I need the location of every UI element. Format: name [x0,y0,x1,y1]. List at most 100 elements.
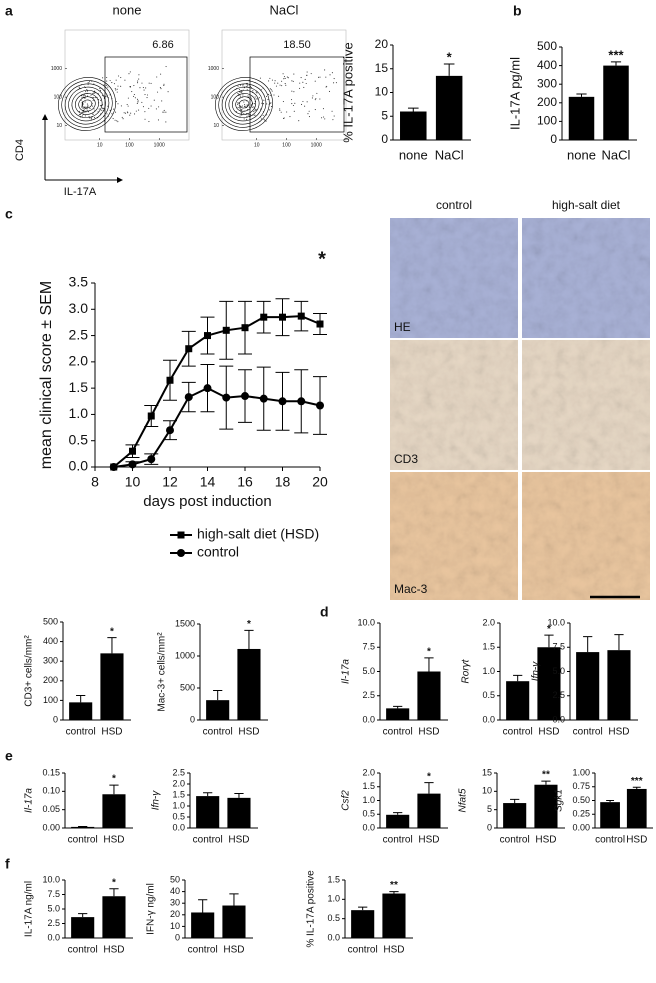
y-tick-label: 3.5 [69,274,89,290]
line [113,315,321,468]
flow-dot [92,105,94,107]
flow-dot [141,82,143,84]
x-tick-label: HSD [228,835,249,846]
flow-dot [287,77,289,79]
marker [129,447,136,455]
flow-dot [282,73,284,75]
error-bar [610,61,622,66]
flow-gate [104,56,188,133]
flow-dot [270,89,272,91]
flow-dot [279,108,281,110]
x-tick-label: NaCl [602,147,631,162]
flow-dot [314,99,316,101]
x-tick-label: control [188,945,218,956]
flow-dot [298,120,300,122]
flow-dot [239,91,241,93]
y-axis-label: Nfat5 [458,788,469,812]
x-tick-label: control [503,727,533,738]
marker [241,392,249,401]
flow-dot [85,91,87,93]
error-bar [606,800,615,803]
x-tick-label: none [567,147,596,162]
bar [100,653,124,720]
error-bar [244,629,254,649]
x-tick-label: control [383,835,413,846]
flow-dot [268,80,270,82]
flow-dot [274,82,276,84]
y-axis-label: IFN-γ ng/ml [146,883,157,935]
x-axis-label: days post induction [143,493,271,510]
x-tick-label: HSD [538,727,559,738]
x-tick-label: HSD [103,945,124,956]
error-bar [407,107,419,112]
flow-dot [139,87,141,89]
flow-dot [266,114,268,116]
flow-dot [248,106,250,108]
error-bar [234,792,244,798]
x-tick-label: HSD [418,835,439,846]
bar [196,796,220,828]
flow-contour [61,80,113,128]
error-bar [78,913,88,918]
flow-dot [98,108,100,110]
flow-dot [114,119,116,121]
y-tick-label: 0.10 [42,786,60,796]
flow-dot [148,82,150,84]
y-axis-label: % IL-17A positive [306,870,317,948]
histology-texture [522,218,650,338]
y-axis-label: Ifn-γ [151,790,162,810]
flow-dot [101,109,103,111]
flow-dot [325,76,327,78]
y-axis-label: IL-17A ng/ml [24,881,35,937]
flow-dot [84,115,86,117]
flow-dot [85,111,87,113]
flow-dot [258,97,260,99]
flow-dot [135,110,137,112]
error-bar [614,634,624,651]
legend-label: control [197,544,239,560]
flow-dot [286,111,288,113]
error-bar [229,893,239,906]
flow-dot [102,107,104,109]
flow-dot [78,113,80,115]
flow-dot [107,105,109,107]
flow-gate-value: 18.50 [283,39,311,51]
y-tick-label: 500 [43,616,58,626]
flow-dot [144,93,146,96]
flow-dot [262,103,264,105]
y-tick-label: 0.25 [572,809,590,819]
x-tick-label: control [348,945,378,956]
y-tick-label: 1500 [175,618,195,628]
flow-dot [99,89,102,92]
bar [102,896,126,938]
flow-dot [84,101,86,103]
y-tick-label: 0.05 [42,804,60,814]
y-tick-label: 1.5 [172,789,185,799]
flow-dot [314,80,316,82]
x-tick-label: control [500,835,530,846]
histology-column-label: high-salt diet [552,198,621,212]
flow-x-tick-label: 1000 [154,142,165,148]
histology-texture [390,472,518,600]
flow-dot [87,104,89,106]
flow-dot [105,84,107,86]
flow-dot [146,94,149,96]
flow-dot [89,107,91,110]
y-tick-label: 10.0 [547,617,565,627]
flow-contour [231,93,257,115]
flow-dot [335,82,337,84]
flow-dot [82,94,84,96]
y-tick-label: 300 [43,656,58,666]
y-tick-label: 1.5 [362,781,375,791]
bar [69,702,93,720]
flow-dot [243,112,245,114]
x-tick-label: control [203,727,233,738]
flow-dot [244,105,246,107]
y-tick-label: 5 [381,108,388,122]
flow-dot [84,108,86,110]
flow-dot [163,83,165,85]
y-tick-label: 500 [537,39,557,53]
flow-dot [319,98,321,100]
flow-dot [324,69,326,71]
